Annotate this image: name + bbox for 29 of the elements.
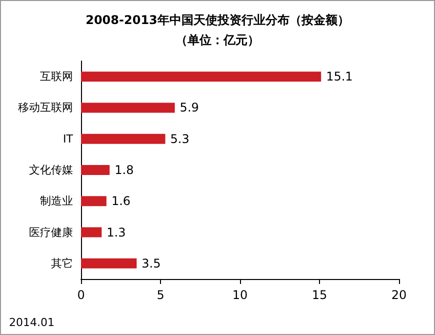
data-label: 3.5 <box>142 256 161 270</box>
x-tick-label: 10 <box>232 288 248 302</box>
y-tick-label: 互联网 <box>40 70 73 84</box>
x-tick-label: 0 <box>77 288 85 302</box>
data-label: 1.8 <box>114 163 134 177</box>
chart-subtitle: （单位：亿元） <box>176 33 260 47</box>
bar <box>81 165 110 175</box>
x-tick-label: 5 <box>156 288 164 302</box>
x-tick-label: 20 <box>391 288 407 302</box>
y-tick-label: 制造业 <box>40 194 73 208</box>
y-tick-label: IT <box>63 132 74 146</box>
y-tick-label: 医疗健康 <box>29 226 73 239</box>
text: 2014.01 <box>9 316 54 329</box>
data-label: 5.3 <box>170 132 190 146</box>
data-label: 15.1 <box>326 70 353 84</box>
bar <box>81 134 166 144</box>
bar <box>81 196 106 206</box>
y-tick-label: 移动互联网 <box>18 101 73 114</box>
y-tick-label: 文化传媒 <box>29 164 73 176</box>
y-tick-label: 其它 <box>51 256 73 270</box>
bar <box>81 227 102 238</box>
bar <box>81 72 322 82</box>
data-label: 1.3 <box>106 225 126 240</box>
x-tick-label: 15 <box>312 288 328 302</box>
chart-title: 2008-2013年中国天使投资行业分布（按金额） <box>86 13 350 27</box>
data-label: 5.9 <box>180 100 199 115</box>
data-label: 1.6 <box>111 194 131 208</box>
bar <box>81 102 175 113</box>
bar <box>81 258 137 268</box>
